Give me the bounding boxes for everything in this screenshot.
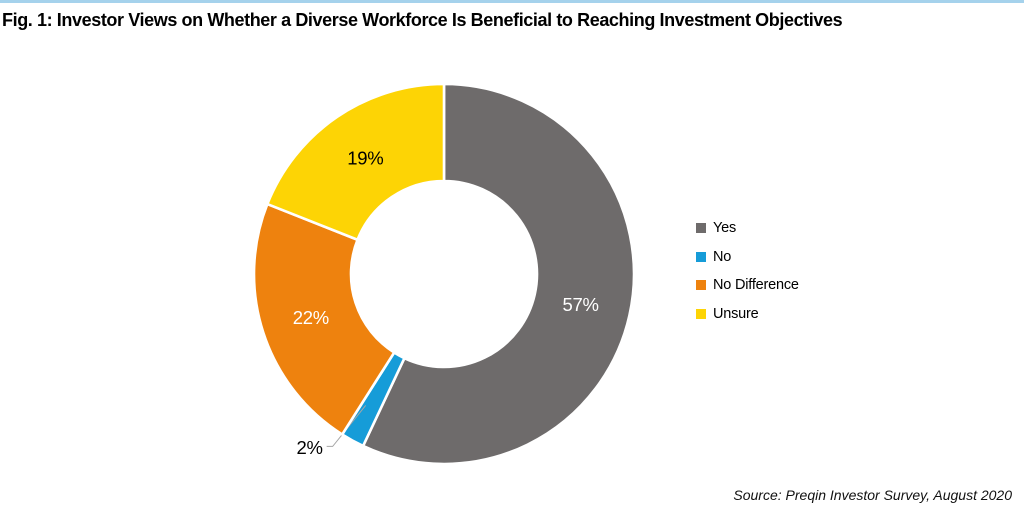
chart-legend: Yes No No Difference Unsure [696, 214, 799, 328]
legend-label: No [713, 248, 732, 265]
slice-value-label: 22% [293, 307, 329, 328]
donut-slice-no-difference [252, 202, 396, 437]
legend-swatch-icon [696, 223, 706, 234]
source-attribution: Source: Preqin Investor Survey, August 2… [733, 487, 1012, 503]
legend-label: No Difference [713, 277, 799, 294]
legend-swatch-icon [696, 280, 706, 291]
label-leader-line [326, 405, 367, 447]
legend-label: Unsure [713, 305, 759, 322]
donut-slice-unsure [265, 82, 446, 242]
legend-item-unsure: Unsure [696, 300, 799, 329]
legend-swatch-icon [696, 308, 706, 319]
legend-label: Yes [713, 220, 737, 237]
legend-swatch-icon [696, 251, 706, 262]
legend-item-yes: Yes [696, 214, 799, 243]
slice-value-label: 57% [563, 294, 599, 315]
legend-item-no-difference: No Difference [696, 271, 799, 300]
figure-title: Fig. 1: Investor Views on Whether a Dive… [2, 10, 843, 30]
donut-slice-yes [361, 82, 636, 466]
legend-item-no: No [696, 243, 799, 272]
slice-value-label: 19% [347, 148, 383, 169]
top-accent-bar [0, 0, 1024, 3]
slice-value-label: 2% [297, 437, 323, 458]
